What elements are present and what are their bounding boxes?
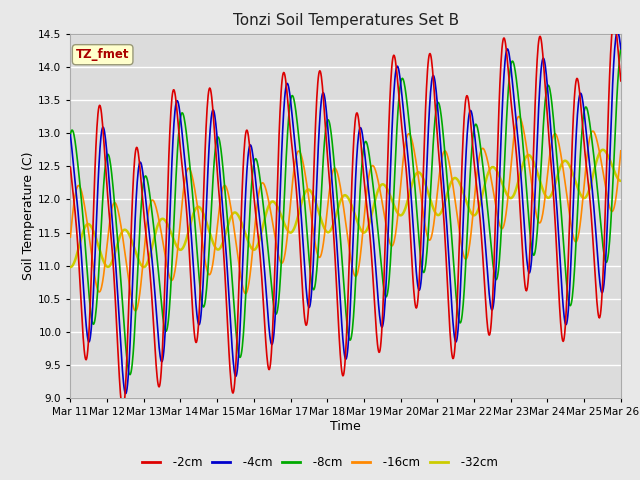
Y-axis label: Soil Temperature (C): Soil Temperature (C) — [22, 152, 35, 280]
Text: TZ_fmet: TZ_fmet — [76, 48, 129, 61]
Title: Tonzi Soil Temperatures Set B: Tonzi Soil Temperatures Set B — [232, 13, 459, 28]
Legend:  -2cm,  -4cm,  -8cm,  -16cm,  -32cm: -2cm, -4cm, -8cm, -16cm, -32cm — [138, 452, 502, 474]
X-axis label: Time: Time — [330, 420, 361, 433]
